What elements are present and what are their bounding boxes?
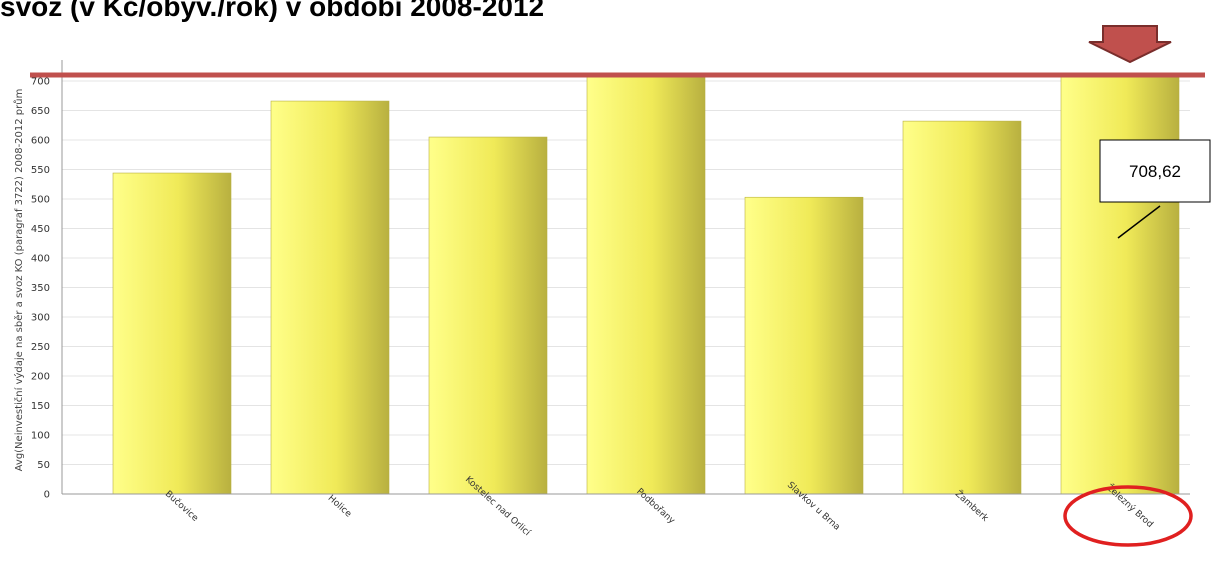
y-tick-label: 400 bbox=[31, 254, 50, 265]
y-tick-label: 50 bbox=[37, 460, 50, 471]
callout-pointer bbox=[1117, 205, 1161, 239]
bar bbox=[586, 73, 706, 495]
y-tick-label: 450 bbox=[31, 224, 50, 235]
bar bbox=[744, 196, 864, 495]
y-tick-label: 650 bbox=[31, 106, 50, 117]
page-title: svoz (v Kč/obyv./rok) v období 2008-2012 bbox=[0, 0, 545, 22]
bars bbox=[112, 73, 1180, 495]
y-tick-label: 700 bbox=[31, 77, 50, 88]
bar bbox=[1060, 75, 1180, 495]
bar bbox=[428, 136, 548, 495]
y-tick-label: 350 bbox=[31, 283, 50, 294]
y-tick-label: 550 bbox=[31, 165, 50, 176]
annotations: 708,62 bbox=[30, 25, 1211, 547]
bar bbox=[270, 100, 390, 495]
value-callout-box bbox=[1099, 139, 1211, 203]
y-axis-title: Avg(Neinvestiční výdaje na sběr a svoz K… bbox=[13, 89, 25, 472]
down-arrow-icon bbox=[1088, 25, 1172, 64]
y-tick-label: 500 bbox=[31, 195, 50, 206]
y-tick-label: 100 bbox=[31, 431, 50, 442]
y-tick-label: 200 bbox=[31, 372, 50, 383]
y-tick-label: 600 bbox=[31, 136, 50, 147]
bar bbox=[902, 120, 1022, 495]
y-tick-label: 250 bbox=[31, 342, 50, 353]
y-tick-label: 0 bbox=[44, 490, 50, 501]
bar bbox=[112, 172, 232, 495]
value-callout-label: 708,62 bbox=[1129, 162, 1181, 181]
highlight-circle bbox=[1063, 485, 1193, 547]
x-tick-label: Holice bbox=[326, 494, 354, 520]
axes bbox=[61, 60, 1190, 495]
y-tick-label: 300 bbox=[31, 313, 50, 324]
y-tick-label: 150 bbox=[31, 401, 50, 412]
